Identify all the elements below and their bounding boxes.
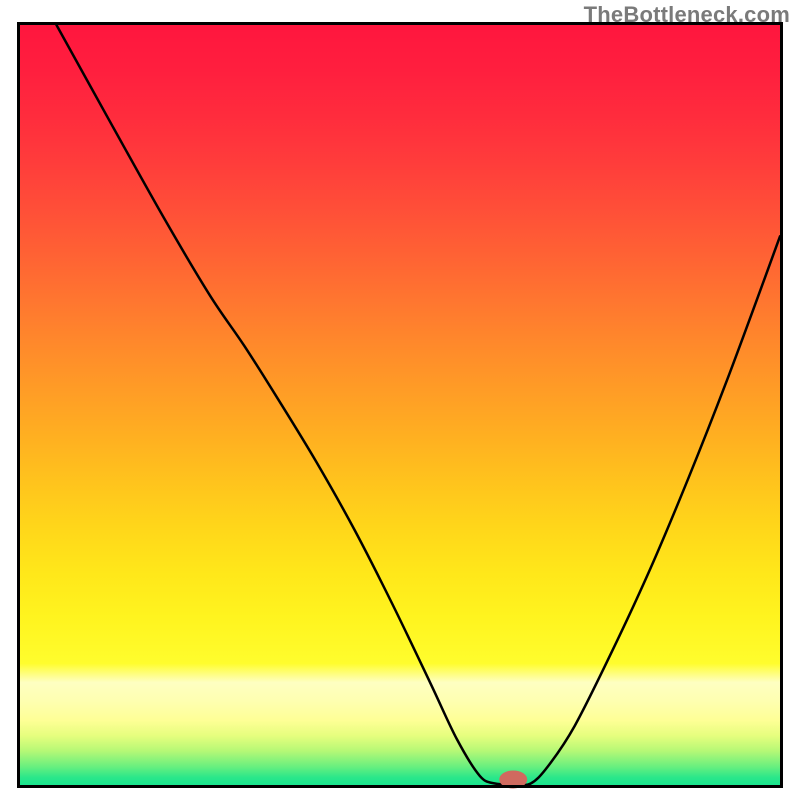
gradient-background — [20, 25, 780, 785]
watermark-text: TheBottleneck.com — [584, 2, 790, 28]
chart-frame: TheBottleneck.com — [0, 0, 800, 800]
bottleneck-curve-chart — [0, 0, 800, 800]
